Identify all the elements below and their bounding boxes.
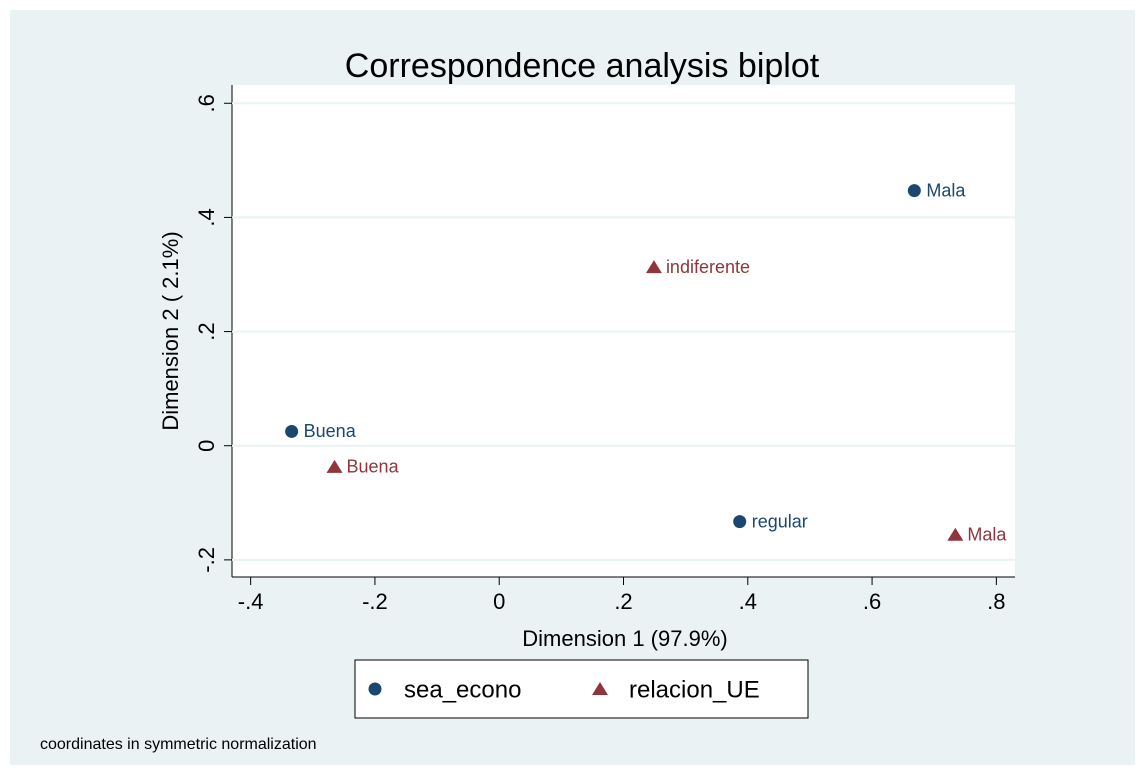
x-axis-title: Dimension 1 (97.9%) [522, 626, 727, 651]
y-tick-label: -.2 [194, 547, 219, 573]
y-axis-title: Dimension 2 ( 2.1%) [158, 231, 183, 430]
point-label: Buena [304, 421, 357, 441]
x-tick-label: .4 [739, 589, 757, 614]
legend-label: relacion_UE [629, 676, 760, 703]
x-tick-label: .6 [863, 589, 881, 614]
marker [285, 424, 299, 438]
y-tick-label: .2 [194, 322, 219, 340]
point-label: Buena [347, 457, 400, 477]
legend-label: sea_econo [404, 676, 521, 703]
point-label: regular [752, 511, 808, 531]
x-tick-label: .2 [614, 589, 632, 614]
chart-title: Correspondence analysis biplot [345, 47, 820, 85]
legend-marker [368, 682, 382, 696]
x-tick-label: -.4 [238, 589, 264, 614]
marker [947, 527, 964, 541]
x-tick-label: .8 [987, 589, 1005, 614]
x-tick-label: -.2 [362, 589, 388, 614]
note: coordinates in symmetric normalization [40, 736, 317, 753]
x-tick-label: 0 [493, 589, 505, 614]
y-tick-label: .4 [194, 208, 219, 226]
point-label: Mala [926, 180, 966, 200]
y-tick-label: 0 [194, 440, 219, 452]
point-label: Mala [967, 525, 1007, 545]
point-label: indiferente [666, 257, 750, 277]
marker [645, 260, 662, 274]
marker [326, 459, 343, 473]
y-tick-label: .6 [194, 94, 219, 112]
marker [907, 184, 921, 198]
legend-marker [592, 682, 608, 695]
legend [354, 659, 809, 719]
marker [733, 515, 747, 529]
